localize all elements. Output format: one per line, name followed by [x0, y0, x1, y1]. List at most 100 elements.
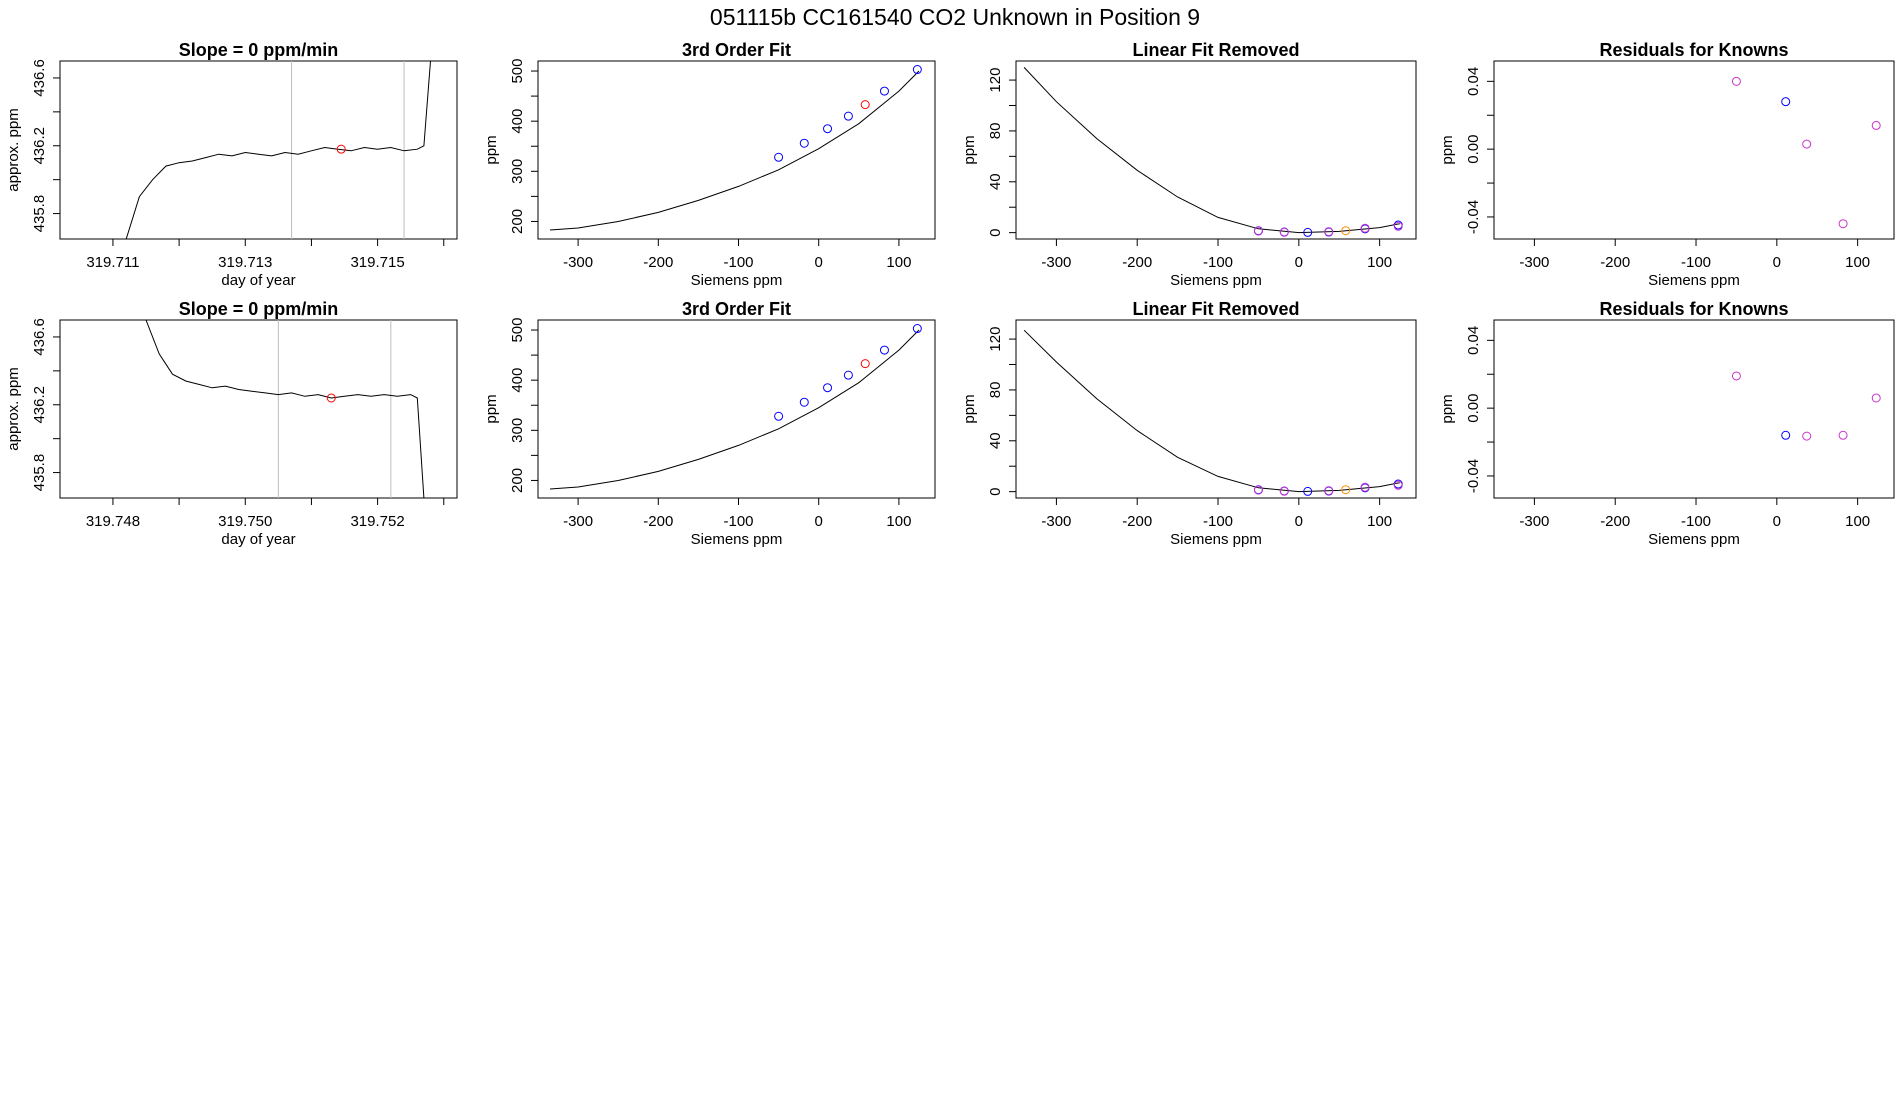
x-tick-label: 319.713	[218, 254, 272, 271]
x-axis-label: Siemens ppm	[691, 531, 783, 548]
data-point	[860, 100, 870, 110]
plot-frame	[1015, 319, 1417, 499]
y-tick-label: 40	[987, 173, 1004, 190]
series-line	[145, 320, 425, 498]
x-tick-label: -200	[1122, 254, 1152, 271]
x-tick-label: 100	[1845, 513, 1870, 530]
y-tick-label: 435.8	[31, 195, 48, 233]
plot-frame	[1493, 319, 1895, 499]
chart-panel-8: Residuals for Knowns -300 -200 -100 0 100 -0.0…	[1439, 299, 1895, 548]
y-tick-label: 200	[509, 468, 526, 493]
y-axis-label: ppm	[961, 135, 978, 164]
plot-area	[145, 320, 425, 498]
x-axis-label: Siemens ppm	[691, 272, 783, 289]
plot-area	[1023, 329, 1403, 496]
y-tick-label: 436.6	[31, 59, 48, 97]
data-point	[823, 124, 833, 134]
y-tick-label: 500	[509, 59, 526, 84]
x-tick-label: 319.715	[350, 254, 404, 271]
x-tick-label: -100	[1203, 513, 1233, 530]
x-tick-label: -200	[1122, 513, 1152, 530]
y-tick-label: 436.2	[31, 386, 48, 424]
plot-frame	[59, 319, 458, 499]
chart-title: 3rd Order Fit	[682, 299, 791, 319]
x-tick-label: 319.711	[86, 254, 139, 271]
data-point	[1838, 219, 1848, 229]
data-point	[1303, 486, 1313, 496]
series-line	[549, 329, 920, 490]
data-point	[799, 138, 809, 148]
data-point	[823, 383, 833, 393]
x-tick-label: -300	[1519, 513, 1549, 530]
x-tick-label: -300	[1041, 513, 1071, 530]
plot-frame	[537, 319, 936, 499]
data-point	[1871, 120, 1881, 130]
series-line	[1023, 329, 1400, 493]
x-tick-label: -100	[1681, 513, 1711, 530]
plot-frame	[537, 60, 936, 240]
x-axis-label: Siemens ppm	[1170, 531, 1262, 548]
chart-title: Residuals for Knowns	[1599, 299, 1788, 319]
data-point	[1303, 227, 1313, 237]
plot-area	[1023, 67, 1403, 237]
data-point	[879, 345, 889, 355]
data-point	[774, 411, 784, 421]
x-axis-label: Siemens ppm	[1648, 272, 1740, 289]
y-tick-label: 300	[509, 418, 526, 443]
y-tick-label: 120	[987, 68, 1004, 93]
x-tick-label: -200	[643, 254, 673, 271]
data-point	[1279, 486, 1289, 496]
chart-title: Linear Fit Removed	[1132, 299, 1299, 319]
plot-frame	[59, 60, 458, 240]
series-line	[125, 61, 431, 239]
x-tick-label: 100	[1845, 254, 1870, 271]
x-tick-label: -300	[563, 513, 593, 530]
main-title: 051115b CC161540 CO2 Unknown in Position…	[710, 4, 1200, 30]
y-tick-label: -0.04	[1465, 459, 1482, 493]
data-point	[912, 324, 922, 334]
x-axis-label: day of year	[221, 531, 295, 548]
plot-area	[1731, 76, 1881, 229]
chart-title: Linear Fit Removed	[1132, 40, 1299, 60]
y-tick-label: 0.00	[1465, 394, 1482, 423]
y-tick-label: 80	[987, 123, 1004, 140]
y-tick-label: 200	[509, 209, 526, 234]
plot-area	[1731, 371, 1881, 441]
data-point	[774, 152, 784, 162]
x-tick-label: 100	[886, 513, 911, 530]
data-point	[1781, 430, 1791, 440]
series-line	[549, 70, 920, 231]
y-tick-label: 500	[509, 318, 526, 343]
y-axis-label: ppm	[483, 135, 500, 164]
chart-panel-3: Linear Fit Removed -300 -200 -100 0 100 0 40 80 1…	[961, 40, 1417, 289]
x-tick-label: 0	[1295, 254, 1303, 271]
y-tick-label: 436.2	[31, 127, 48, 165]
x-tick-label: -100	[1681, 254, 1711, 271]
y-axis-label: ppm	[1439, 394, 1456, 423]
y-tick-label: 300	[509, 159, 526, 184]
x-tick-label: -300	[1041, 254, 1071, 271]
y-tick-label: 120	[987, 327, 1004, 352]
data-point	[1360, 223, 1370, 233]
x-tick-label: 100	[1367, 254, 1392, 271]
chart-title: Residuals for Knowns	[1599, 40, 1788, 60]
y-tick-label: 400	[509, 368, 526, 393]
y-tick-label: 80	[987, 382, 1004, 399]
data-point	[1838, 430, 1848, 440]
chart-title: 3rd Order Fit	[682, 40, 791, 60]
y-axis-label: ppm	[1439, 135, 1456, 164]
x-tick-label: 0	[1773, 513, 1781, 530]
data-point	[1731, 371, 1741, 381]
data-point	[1324, 486, 1334, 496]
x-tick-label: -200	[1600, 513, 1630, 530]
chart-panel-5: Slope = 0 ppm/min 319.748 319.750 319.752 43…	[5, 299, 458, 548]
data-point	[1802, 139, 1812, 149]
y-axis-label: approx. ppm	[5, 367, 22, 450]
data-point	[1731, 76, 1741, 86]
data-point	[1341, 485, 1351, 495]
y-axis-label: ppm	[961, 394, 978, 423]
plot-area	[125, 61, 431, 239]
y-tick-label: -0.04	[1465, 200, 1482, 234]
data-point	[843, 111, 853, 121]
x-axis-label: Siemens ppm	[1648, 531, 1740, 548]
